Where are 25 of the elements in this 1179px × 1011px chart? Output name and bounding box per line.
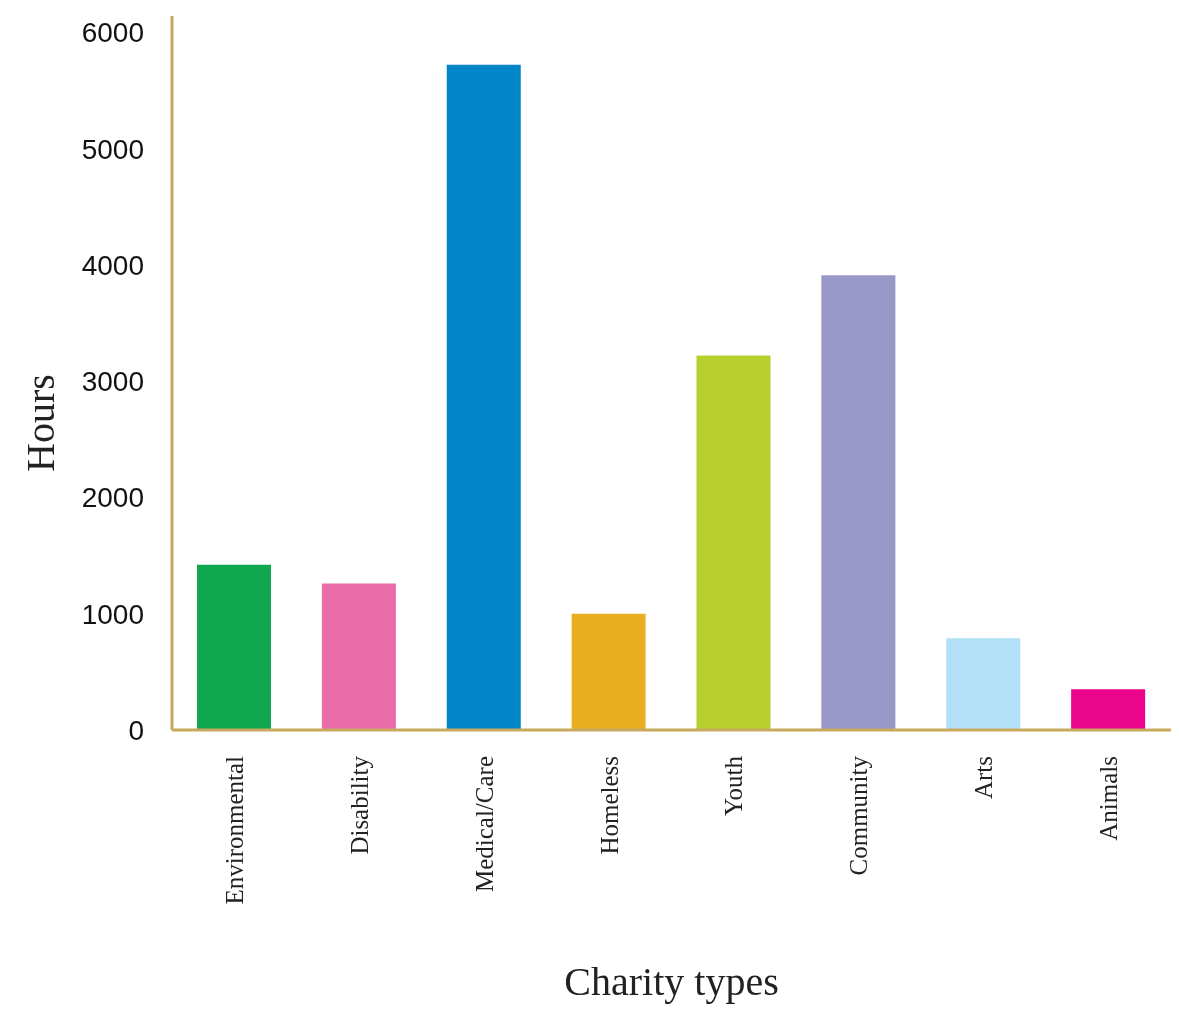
bar — [696, 355, 771, 730]
x-tick-label: Youth — [720, 755, 748, 816]
bar — [946, 638, 1021, 730]
x-tick-label: Animals — [1095, 756, 1123, 841]
bar — [821, 275, 896, 730]
y-tick-label: 0 — [128, 714, 144, 746]
bar — [1071, 689, 1146, 730]
x-tick-label: Environmental — [220, 755, 248, 905]
x-tick-label: Community — [845, 755, 873, 876]
x-tick-label: Homeless — [595, 756, 623, 855]
y-tick-label: 2000 — [81, 482, 144, 514]
x-tick-label: Arts — [970, 756, 998, 800]
bar — [321, 583, 396, 730]
y-axis-title: Hours — [17, 374, 63, 472]
y-tick-label: 3000 — [81, 366, 144, 398]
x-axis-title: Charity types — [564, 959, 779, 1004]
x-tick-label: Disability — [345, 755, 373, 855]
y-tick-label: 6000 — [81, 17, 144, 49]
y-tick-label: 1000 — [81, 598, 144, 630]
x-tick-label: Medical/Care — [470, 756, 498, 893]
bar — [197, 564, 271, 730]
bar — [446, 64, 521, 730]
bar — [571, 613, 646, 730]
y-tick-label: 4000 — [81, 249, 144, 281]
y-tick-label: 5000 — [81, 133, 144, 165]
